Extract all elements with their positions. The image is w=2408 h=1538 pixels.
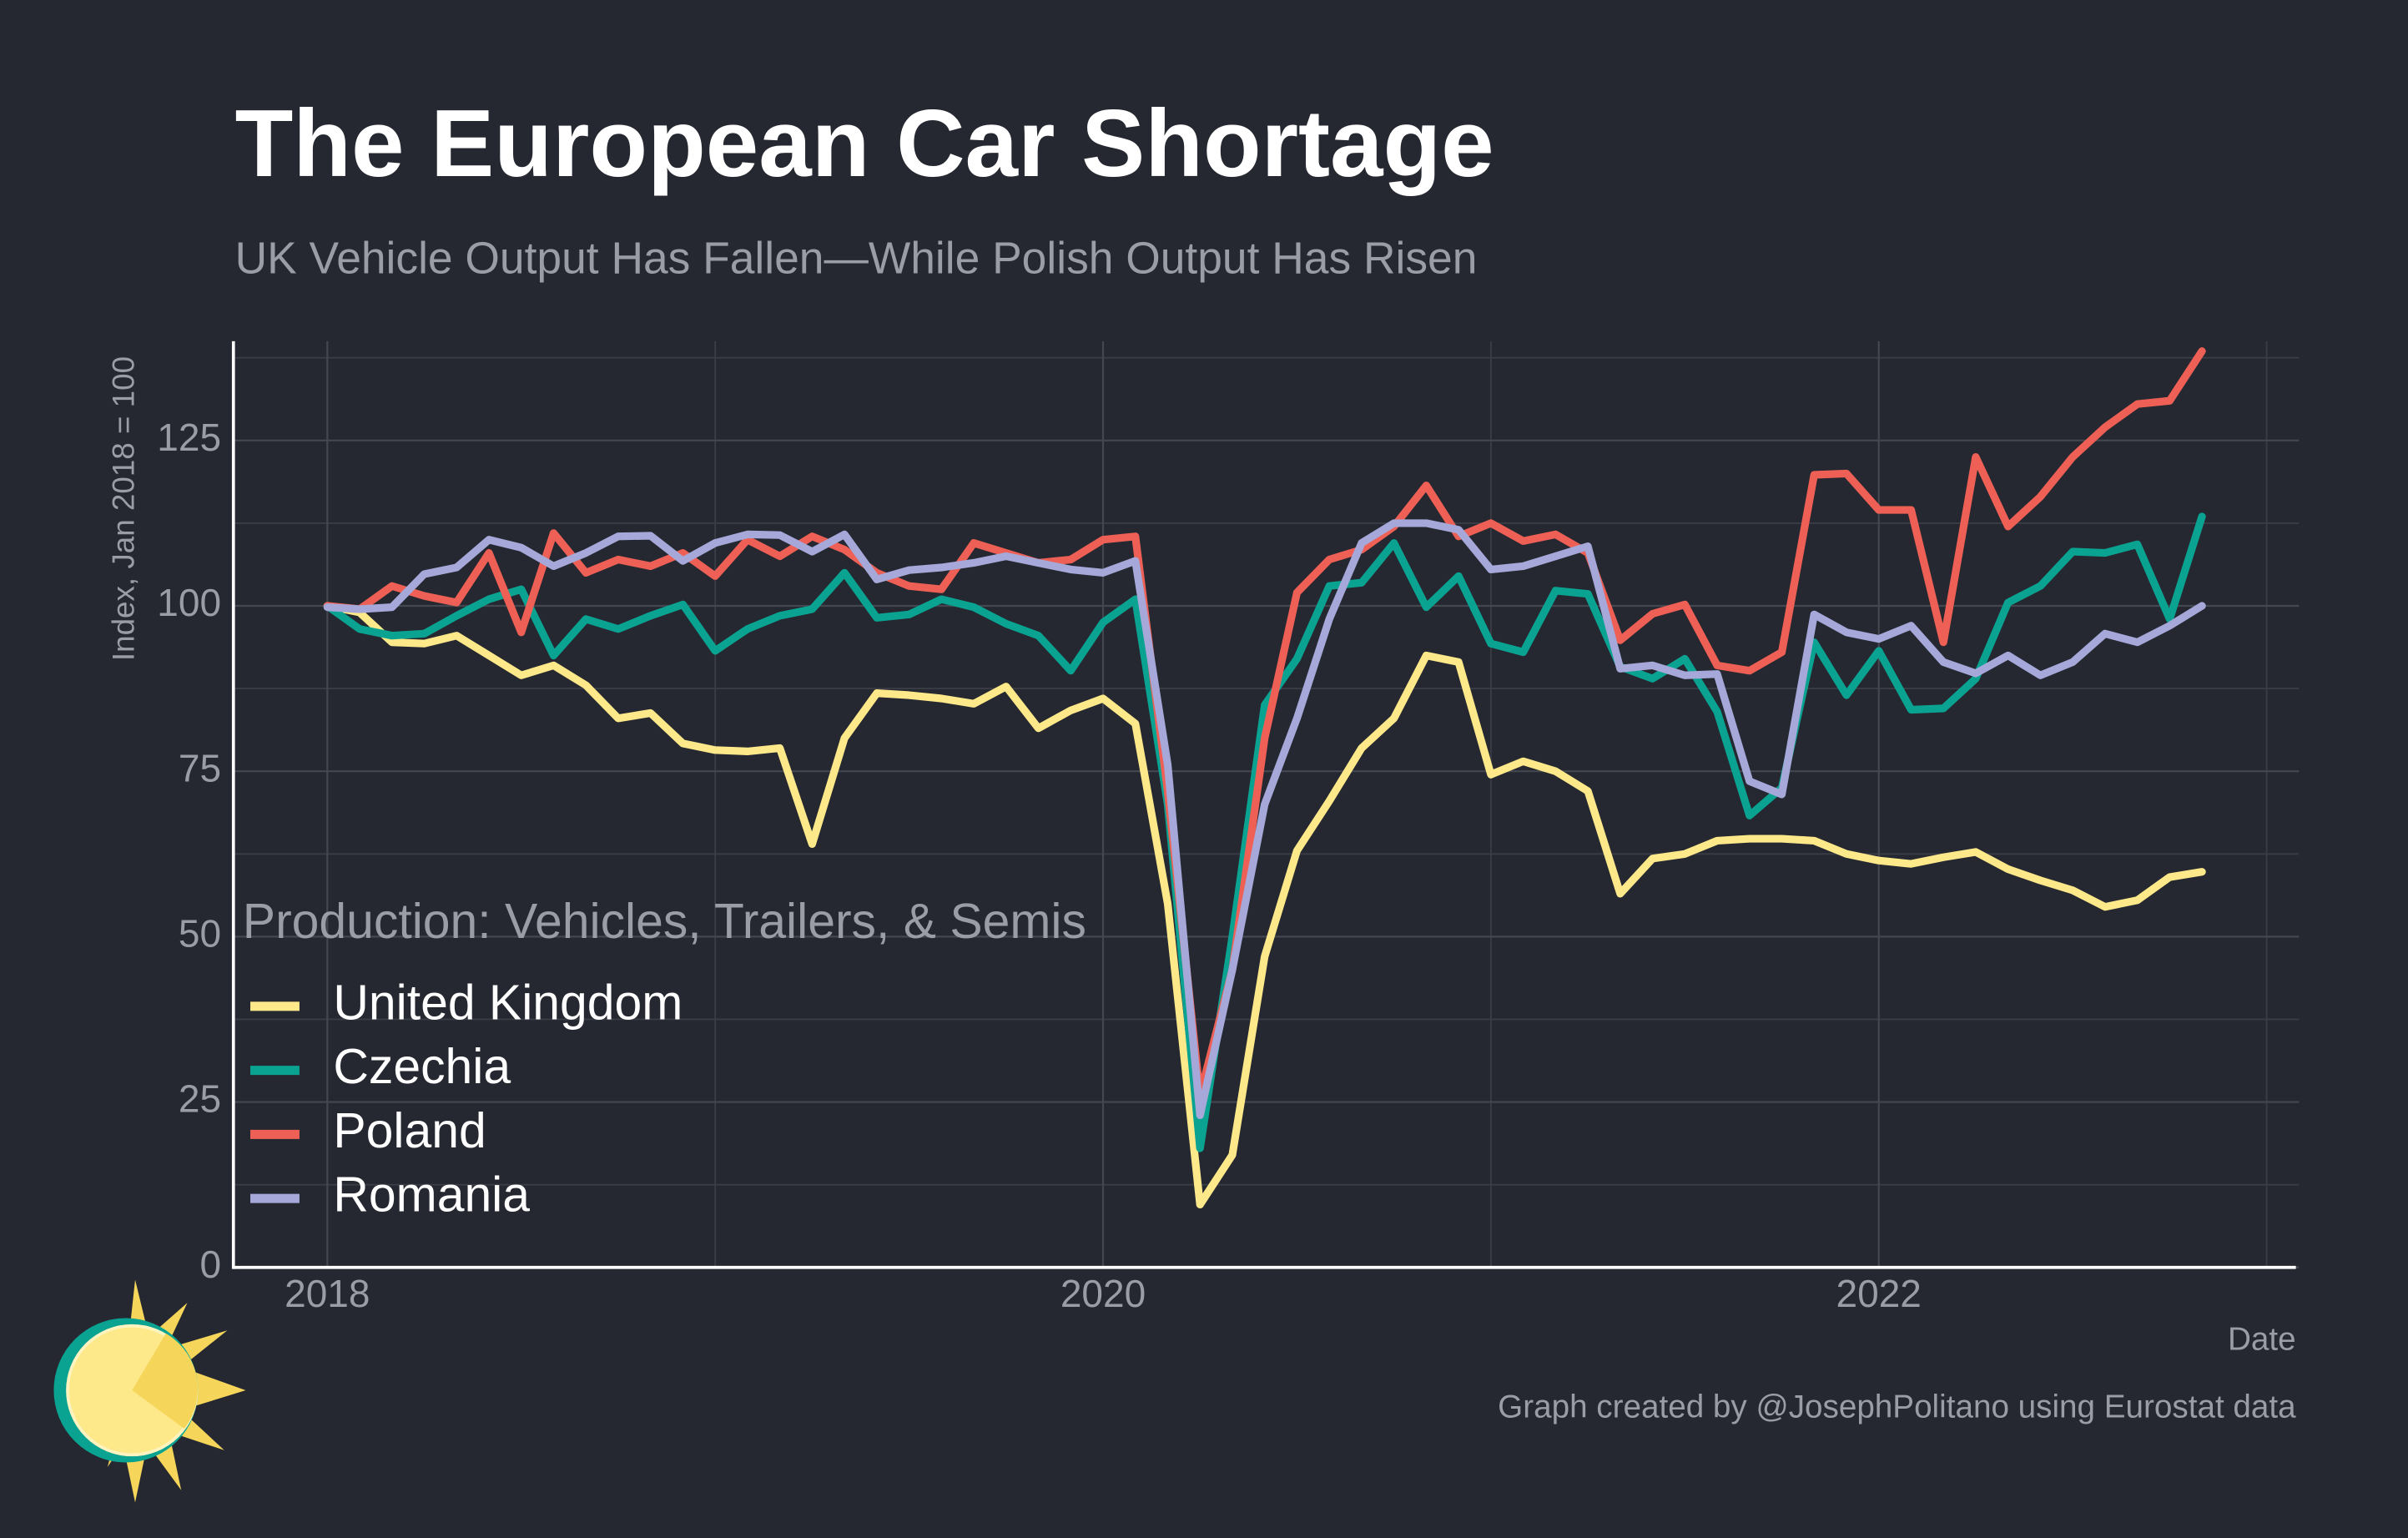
legend-label: Czechia [333, 1040, 511, 1094]
legend-label: Romania [333, 1168, 530, 1223]
chart-title: The European Car Shortage [235, 91, 1494, 197]
legend-title: Production: Vehicles, Trailers, & Semis [243, 895, 1086, 949]
y-tick-label: 50 [179, 912, 221, 956]
y-tick-label: 0 [199, 1243, 221, 1286]
legend-label: United Kingdom [333, 976, 683, 1030]
y-tick-label: 75 [179, 746, 221, 789]
series-line [323, 519, 2206, 1120]
y-axis-label: Index, Jan 2018 = 100 [107, 356, 141, 661]
logo [53, 1279, 246, 1503]
caption: Graph created by @JosephPolitano using E… [1498, 1389, 2296, 1425]
x-tick-label: 2020 [1060, 1272, 1146, 1315]
x-axis-label: Date [2228, 1321, 2296, 1357]
legend-label: Poland [333, 1104, 486, 1158]
series-line [323, 347, 2206, 1100]
y-tick-label: 25 [179, 1077, 221, 1121]
x-tick-label: 2022 [1836, 1272, 1922, 1315]
y-tick-label: 125 [157, 416, 221, 459]
series-line [323, 602, 2206, 1209]
plot-area: 0 25 50 75 100 125 2018 2020 2022 Production: Veh… [157, 340, 2300, 1315]
series-line [323, 512, 2206, 1152]
y-tick-label: 100 [157, 581, 221, 624]
x-tick-label: 2018 [285, 1272, 370, 1315]
chart-subtitle: UK Vehicle Output Has Fallen—While Polis… [235, 234, 1478, 283]
